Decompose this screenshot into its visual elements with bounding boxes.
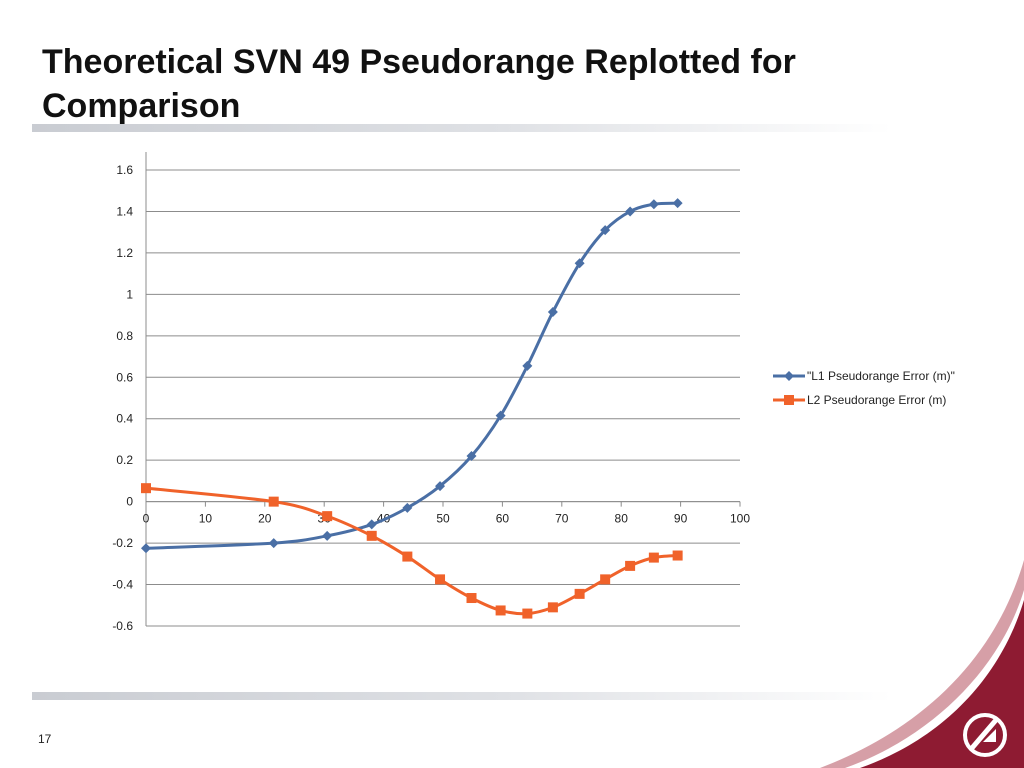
y-tick-label: 1.6: [116, 163, 133, 177]
y-tick-label: 0.8: [116, 329, 133, 343]
footer-divider: [32, 692, 892, 700]
l1-data-point: [648, 199, 659, 210]
l2-data-point: [672, 550, 683, 561]
l1-data-point: [522, 360, 533, 371]
y-tick-label: -0.2: [112, 536, 133, 550]
legend-marker-1: [784, 371, 794, 381]
l2-data-point: [435, 574, 446, 585]
l2-data-point: [522, 608, 533, 619]
l1-data-point: [547, 306, 558, 317]
l1-data-point: [435, 481, 446, 492]
x-tick-label: 0: [143, 512, 150, 526]
circle-slash-logo-icon: [963, 713, 1007, 757]
x-tick-label: 60: [496, 512, 510, 526]
l2-data-point: [268, 496, 279, 507]
x-tick-label: 50: [436, 512, 450, 526]
x-tick-label: 90: [674, 512, 688, 526]
l2-data-point: [466, 593, 477, 604]
page-number: 17: [38, 732, 52, 746]
slide-title: Theoretical SVN 49 Pseudorange Replotted…: [42, 43, 796, 125]
l1-data-point: [574, 258, 585, 269]
x-tick-label: 20: [258, 512, 272, 526]
legend-label-1: "L1 Pseudorange Error (m)": [807, 369, 955, 383]
y-tick-label: 0.2: [116, 453, 133, 467]
y-tick-label: 1: [126, 287, 133, 301]
legend-label-2: L2 Pseudorange Error (m): [807, 393, 946, 407]
y-tick-label: -0.4: [112, 578, 133, 592]
l1-data-point: [322, 530, 333, 541]
corner-swoosh-light: [820, 560, 1024, 768]
l2-data-point: [600, 574, 611, 585]
l1-data-point: [600, 225, 611, 236]
l1-data-point: [366, 519, 377, 530]
y-tick-label: -0.6: [112, 619, 133, 633]
l2-data-point: [625, 560, 636, 571]
l2-data-point: [574, 588, 585, 599]
legend-marker-2: [784, 395, 794, 405]
title-divider: [32, 124, 892, 132]
l2-data-point: [547, 602, 558, 613]
l2-data-point: [495, 605, 506, 616]
y-tick-label: 1.2: [116, 246, 133, 260]
x-tick-label: 80: [615, 512, 629, 526]
y-tick-label: 0.6: [116, 370, 133, 384]
y-tick-label: 0.4: [116, 412, 133, 426]
l1-data-point: [268, 538, 279, 549]
l1-data-point: [141, 543, 151, 554]
l1-data-point: [495, 410, 506, 421]
l1-data-point: [672, 198, 683, 209]
y-tick-label: 1.4: [116, 204, 133, 218]
l2-data-point: [402, 551, 413, 562]
l1-data-point: [402, 502, 413, 513]
x-tick-label: 10: [199, 512, 213, 526]
l2-data-point: [366, 530, 377, 541]
l1-data-point: [625, 206, 636, 217]
x-tick-label: 100: [730, 512, 750, 526]
l2-data-point: [141, 483, 151, 494]
l2-data-point: [322, 511, 333, 522]
l1-data-point: [466, 451, 477, 462]
l2-data-point: [648, 552, 659, 563]
y-tick-label: 0: [126, 495, 133, 509]
x-tick-label: 70: [555, 512, 569, 526]
corner-swoosh: [860, 600, 1024, 768]
